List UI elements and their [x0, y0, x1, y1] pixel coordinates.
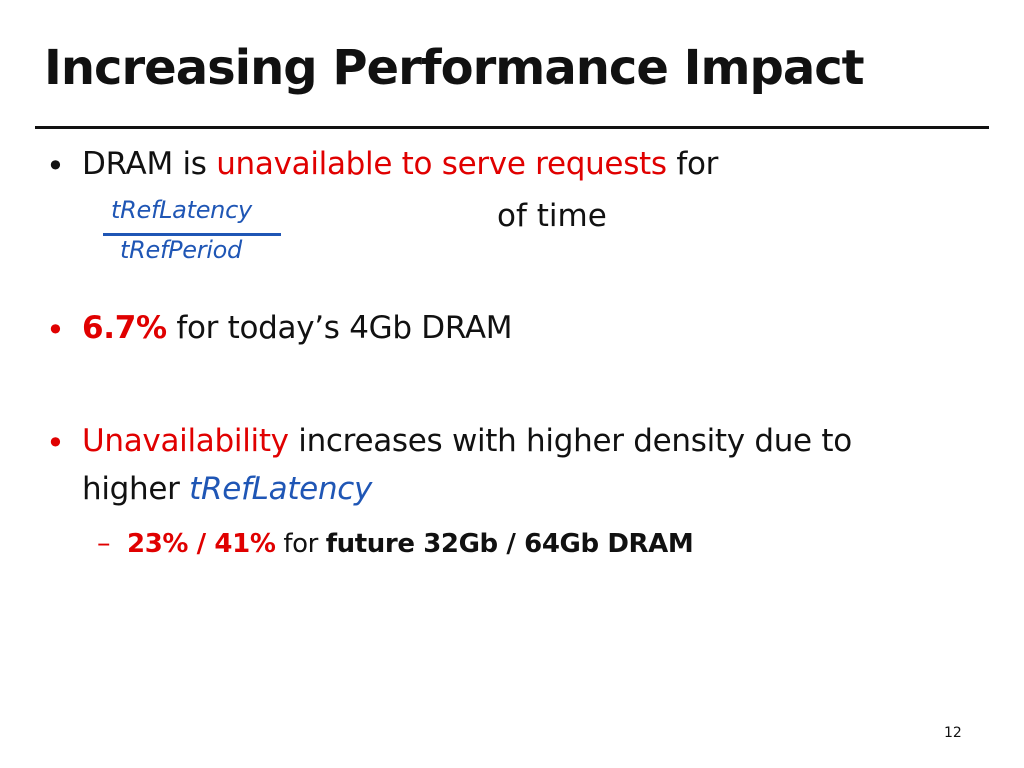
- bullet-1-part-3: for: [666, 146, 719, 182]
- fraction-bar: [103, 233, 281, 236]
- slide-title: Increasing Performance Impact: [44, 40, 865, 96]
- bullet-3-highlight: Unavailability: [82, 423, 289, 459]
- sub-bullet-percentages: 23% / 41%: [127, 529, 276, 559]
- fraction-denominator: tRefPeriod: [120, 236, 242, 264]
- bullet-marker: •: [46, 427, 65, 459]
- bullet-2-marker: •: [46, 311, 65, 349]
- page-number: 12: [944, 725, 962, 741]
- bullet-1-suffix: of time: [497, 198, 607, 234]
- bullet-3-line-2: higher tRefLatency: [82, 474, 372, 505]
- bullet-2-part-2: for today’s 4Gb DRAM: [166, 310, 513, 346]
- bullet-1-highlight: unavailable to serve requests: [216, 146, 667, 182]
- fraction-numerator: tRefLatency: [111, 196, 252, 224]
- bullet-3-term: tRefLatency: [189, 471, 373, 507]
- bullet-marker: •: [46, 314, 65, 346]
- bullet-2-text: 6.7% for today’s 4Gb DRAM: [82, 310, 513, 346]
- sub-bullet-text: 23% / 41% for future 32Gb / 64Gb DRAM: [127, 529, 694, 559]
- bullet-1-text: DRAM is unavailable to serve requests fo…: [82, 149, 718, 180]
- bullet-3-part-3: higher: [82, 471, 190, 507]
- bullet-3-line-1: Unavailability increases with higher den…: [82, 426, 852, 457]
- sub-bullet-marker: –: [97, 528, 111, 559]
- bullet-3-part-2: increases with higher density due to: [288, 423, 852, 459]
- bullet-1-part-1: DRAM is: [82, 146, 217, 182]
- title-divider: [35, 126, 989, 129]
- bullet-marker: •: [46, 147, 65, 185]
- sub-bullet-part-2: for: [275, 529, 326, 559]
- bullet-3-marker: •: [46, 424, 65, 462]
- sub-bullet-part-3: future 32Gb / 64Gb DRAM: [325, 529, 694, 559]
- bullet-2-percentage: 6.7%: [82, 310, 167, 346]
